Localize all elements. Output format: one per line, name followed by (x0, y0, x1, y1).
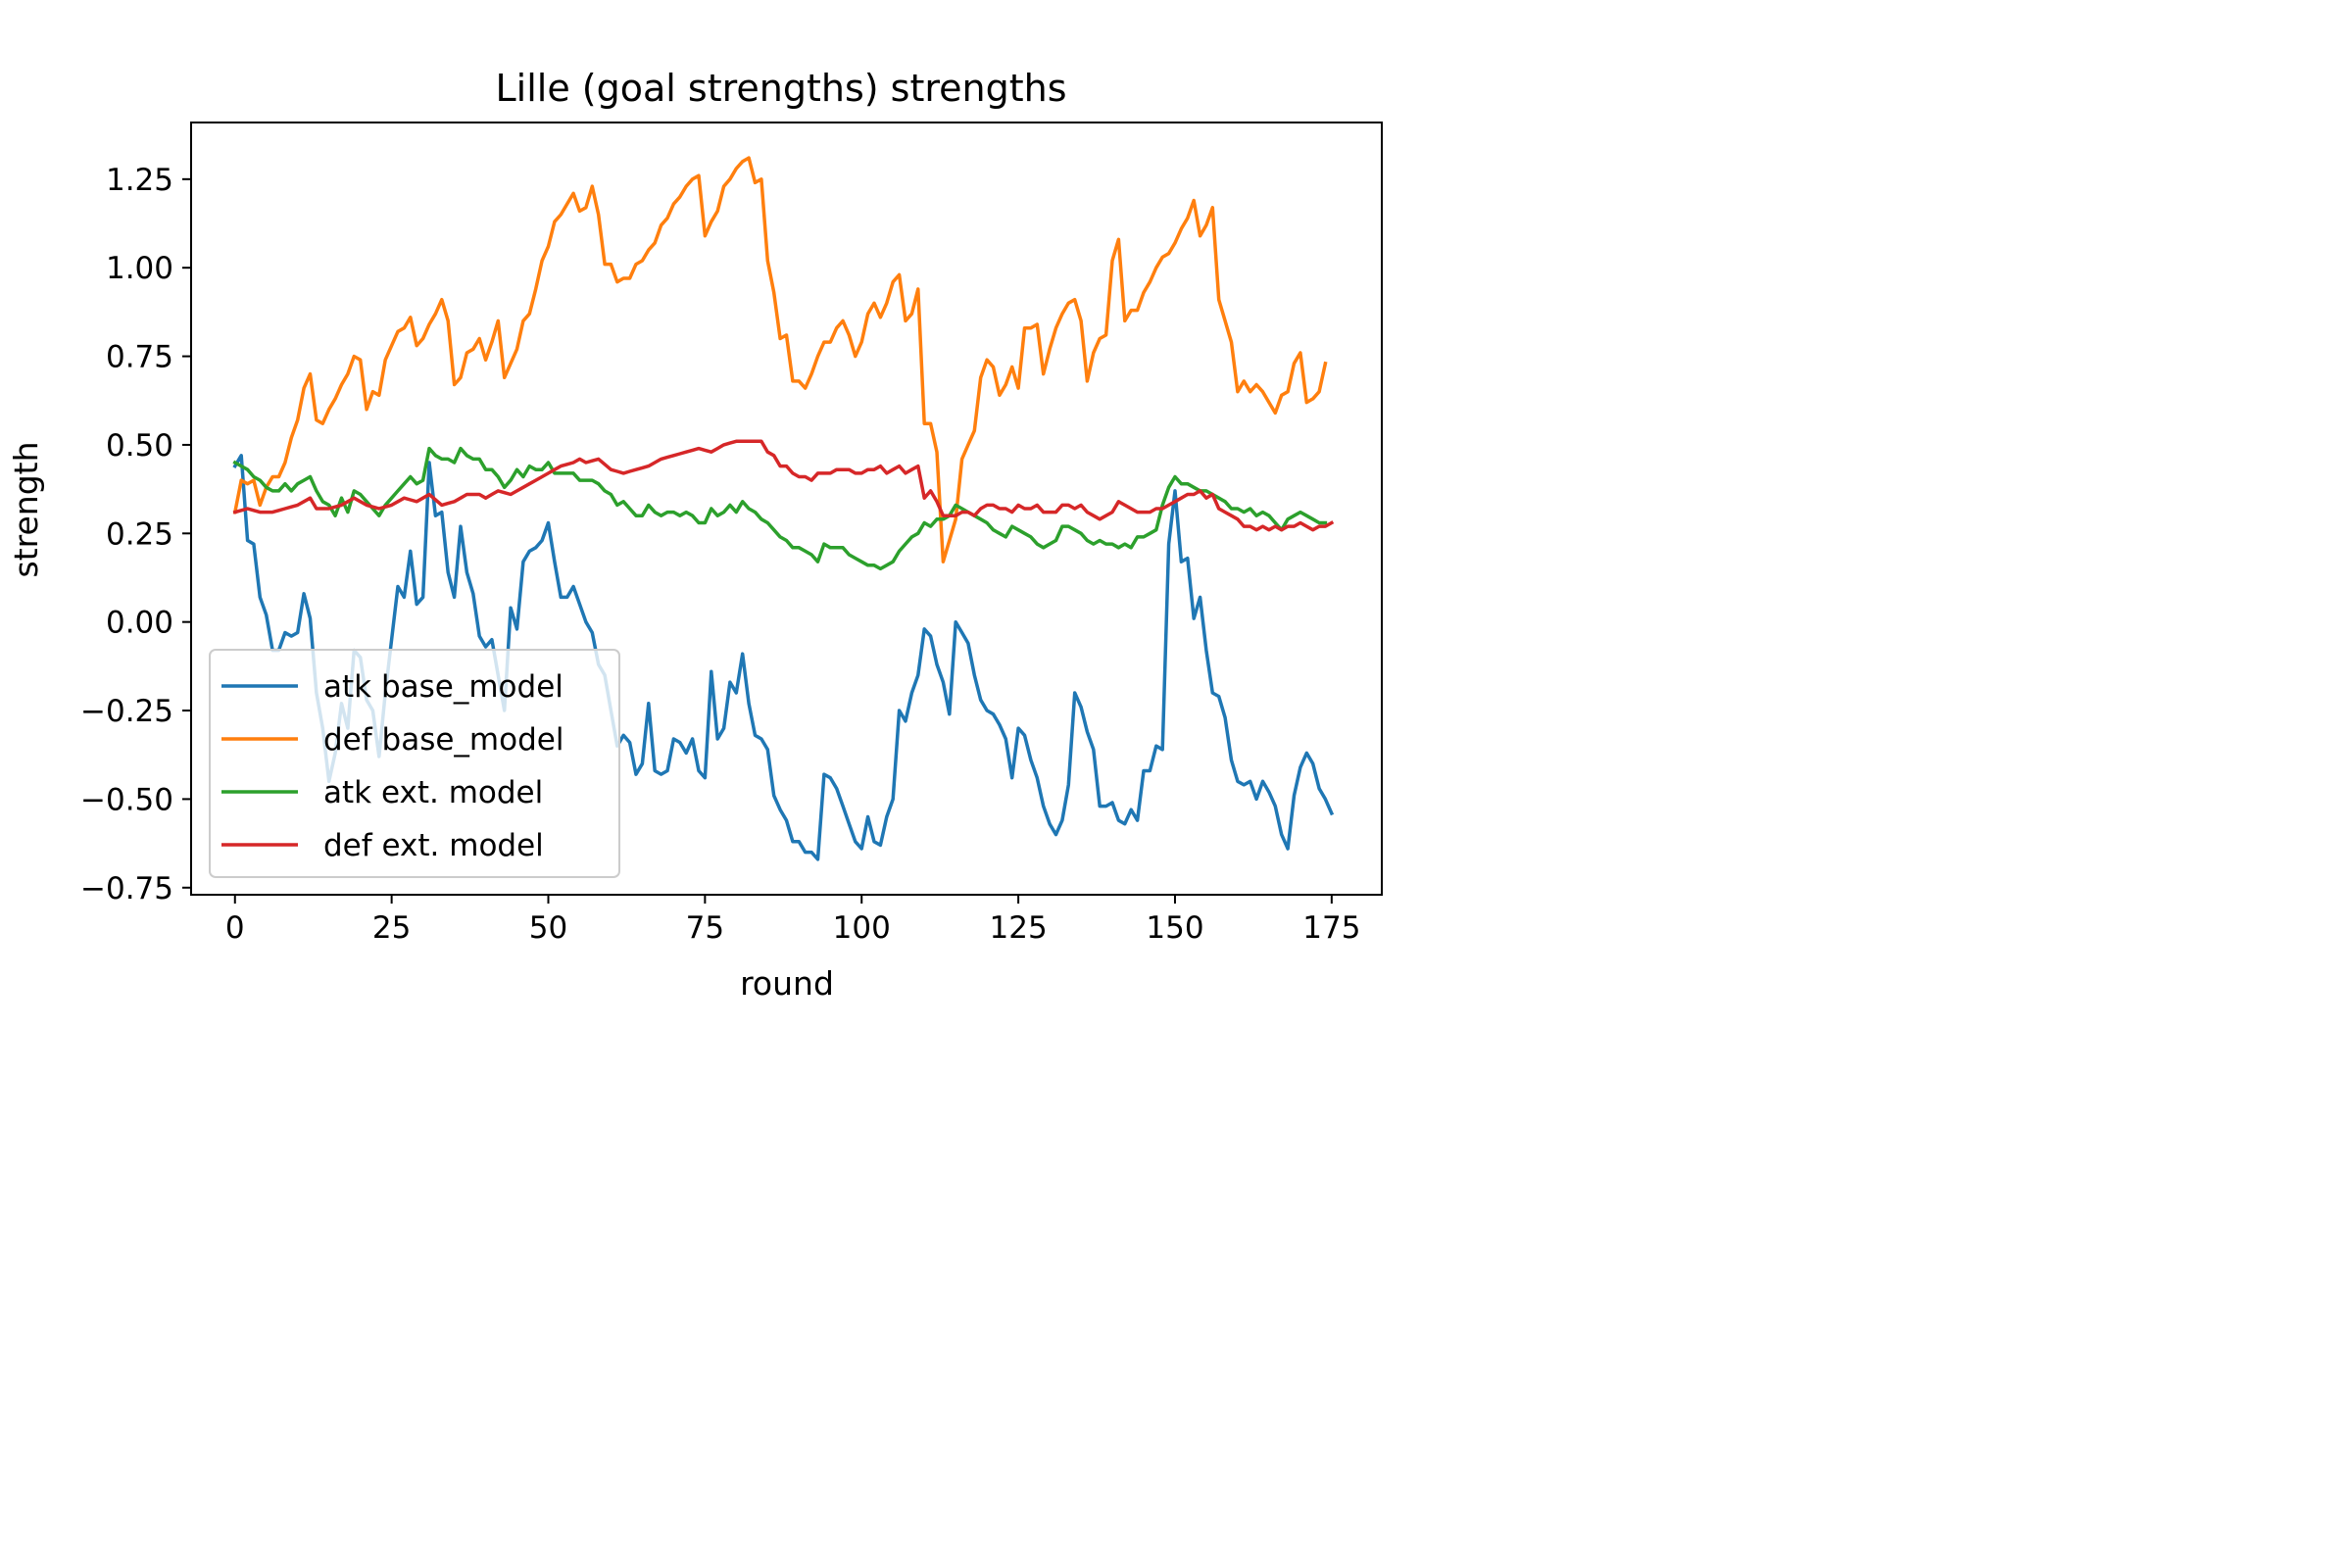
y-axis: −0.75 −0.50 −0.25 0.00 0.25 0.50 0.75 1.00 1.25 (80, 163, 191, 906)
y-tick-label: 0.75 (106, 340, 173, 375)
y-tick-label: −0.25 (80, 694, 173, 729)
x-tick-label: 75 (686, 910, 724, 946)
series-layer (232, 156, 1335, 861)
x-tick-label: 100 (833, 910, 891, 946)
legend-label-3: atk ext. model (323, 775, 543, 810)
x-tick-label: 150 (1146, 910, 1203, 946)
x-tick-label: 125 (990, 910, 1048, 946)
legend-label-1: atk base_model (323, 669, 564, 705)
series-line-1 (232, 454, 1335, 861)
y-axis-label: strength (7, 442, 45, 578)
y-tick-label: −0.75 (80, 871, 173, 906)
series-line-2 (232, 156, 1328, 564)
y-tick-label: 1.00 (106, 251, 173, 286)
series-line-4 (232, 439, 1335, 532)
x-tick-label: 0 (225, 910, 245, 946)
chart-title: Lille (goal strengths) strengths (495, 67, 1066, 110)
x-tick-label: 175 (1302, 910, 1360, 946)
y-tick-label: −0.50 (80, 782, 173, 817)
y-tick-label: 0.50 (106, 428, 173, 464)
y-tick-label: 0.00 (106, 606, 173, 641)
y-tick-label: 1.25 (106, 163, 173, 198)
x-tick-label: 50 (529, 910, 567, 946)
line-chart: Lille (goal strengths) strengths 0 25 50 75… (0, 0, 1515, 1025)
x-axis-label: round (740, 964, 834, 1003)
legend-label-4: def ext. model (323, 828, 544, 863)
x-axis: 0 25 50 75 100 125 150 175 (225, 895, 1360, 946)
y-tick-label: 0.25 (106, 516, 173, 552)
series-line-3 (232, 446, 1328, 571)
x-tick-label: 25 (372, 910, 411, 946)
legend-box (209, 649, 620, 878)
legend-label-2: def base_model (323, 722, 564, 758)
plot-area-frame (190, 122, 1383, 896)
